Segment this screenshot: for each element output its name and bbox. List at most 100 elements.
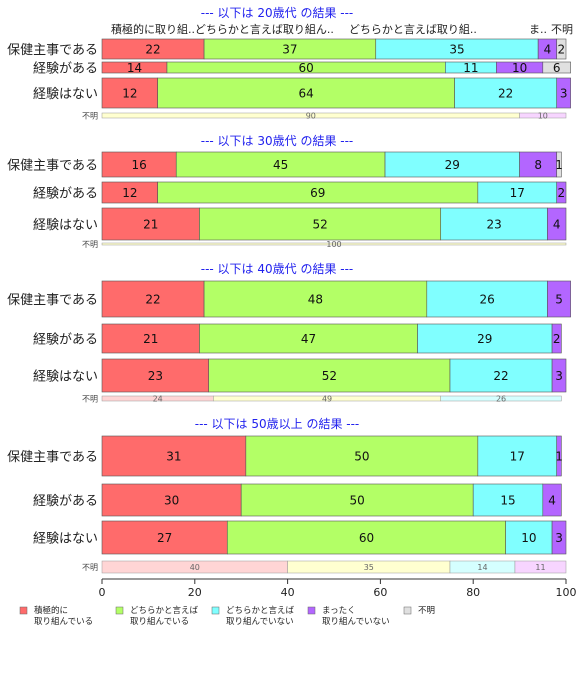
legend-swatch — [307, 606, 316, 615]
bar-segment — [551, 358, 567, 393]
bar-segment — [384, 151, 520, 178]
legend-label: 取り組んでいる — [34, 616, 93, 627]
bar-segment — [454, 77, 558, 109]
bar-segment — [417, 323, 553, 354]
bar-value-label: 1 — [555, 158, 563, 172]
legend-swatch — [115, 606, 124, 615]
bar-value-label: 23 — [486, 218, 501, 232]
bar-value-label: 2 — [558, 43, 566, 57]
bar-value-label: 27 — [157, 531, 172, 545]
bar-value-label: 22 — [493, 369, 508, 383]
bar-segment — [556, 181, 567, 204]
bar-value-label: 21 — [143, 218, 158, 232]
bar-value-label: 35 — [449, 43, 464, 57]
row-label: 保健主事である — [7, 293, 98, 308]
legend-label: 取り組んでいない — [322, 616, 390, 627]
bar-segment — [547, 280, 571, 318]
bar-value-label: 8 — [534, 158, 542, 172]
bar-segment — [556, 38, 567, 60]
x-tick-label: 20 — [188, 586, 202, 599]
bar-value-label: 29 — [445, 158, 460, 172]
fumei-label: 不明 — [82, 563, 98, 572]
fumei-value-label: 24 — [153, 395, 163, 404]
fumei-label: 不明 — [82, 112, 98, 121]
fumei-value-label: 100 — [326, 240, 341, 249]
bar-value-label: 47 — [301, 332, 316, 346]
fumei-label: 不明 — [82, 240, 98, 249]
bar-value-label: 5 — [555, 293, 563, 307]
bar-value-label: 2 — [553, 332, 561, 346]
bar-segment — [551, 323, 562, 354]
fumei-segment — [514, 560, 567, 574]
bar-value-label: 22 — [498, 87, 513, 101]
bar-segment — [245, 435, 479, 477]
x-tick-label: 0 — [99, 586, 106, 599]
fumei-value-label: 35 — [364, 563, 374, 572]
column-header: どちらかと言えば取り組.. — [349, 23, 477, 36]
bar-value-label: 3 — [560, 87, 568, 101]
row-label: 保健主事である — [7, 159, 98, 174]
bar-value-label: 50 — [350, 494, 365, 508]
x-tick-label: 80 — [466, 586, 480, 599]
bar-value-label: 52 — [312, 218, 327, 232]
bar-segment — [440, 207, 548, 241]
bar-segment — [542, 483, 562, 517]
bar-segment — [547, 207, 567, 241]
panel-title: --- 以下は 30歳代 の結果 --- — [201, 134, 354, 148]
bar-value-label: 12 — [122, 87, 137, 101]
column-header: どちらかと言えば取り組ん.. — [195, 23, 334, 36]
bar-value-label: 10 — [521, 531, 536, 545]
bar-value-label: 10 — [512, 61, 527, 75]
bar-value-label: 15 — [500, 494, 515, 508]
bar-value-label: 16 — [131, 158, 146, 172]
bar-value-label: 22 — [145, 43, 160, 57]
row-label: 保健主事である — [7, 43, 98, 58]
bar-segment — [472, 483, 544, 517]
bar-segment — [175, 151, 386, 178]
x-tick-label: 60 — [373, 586, 387, 599]
bar-value-label: 50 — [354, 450, 369, 464]
bar-segment — [199, 207, 442, 241]
row-label: 保健主事である — [7, 450, 98, 465]
bar-segment — [556, 77, 571, 109]
bar-value-label: 17 — [510, 186, 525, 200]
bar-value-label: 11 — [463, 61, 478, 75]
panel-title: --- 以下は 40歳代 の結果 --- — [201, 262, 354, 276]
bar-value-label: 21 — [143, 332, 158, 346]
legend-swatch — [19, 606, 28, 615]
bar-segment — [226, 520, 506, 555]
fumei-value-label: 40 — [190, 563, 200, 572]
bar-value-label: 60 — [359, 531, 374, 545]
bar-segment — [101, 358, 210, 393]
fumei-value-label: 11 — [535, 563, 545, 572]
bar-segment — [519, 151, 558, 178]
bar-value-label: 6 — [553, 61, 561, 75]
bar-value-label: 12 — [122, 186, 137, 200]
bar-segment — [551, 520, 567, 555]
fumei-segment — [440, 395, 562, 402]
bar-value-label: 17 — [510, 450, 525, 464]
bar-segment — [240, 483, 474, 517]
fumei-value-label: 90 — [306, 112, 316, 121]
bar-segment — [477, 435, 558, 477]
row-label: 経験はない — [33, 87, 98, 102]
panel-title: --- 以下は 20歳代 の結果 --- — [201, 6, 354, 20]
bar-segment — [101, 520, 228, 555]
bar-value-label: 30 — [164, 494, 179, 508]
bar-value-label: 45 — [273, 158, 288, 172]
bar-value-label: 4 — [548, 494, 556, 508]
bar-value-label: 26 — [479, 293, 494, 307]
bar-segment — [542, 61, 571, 74]
row-label: 経験がある — [33, 494, 98, 509]
bar-segment — [199, 323, 418, 354]
legend-swatch — [403, 606, 412, 615]
bar-segment — [101, 323, 200, 354]
fumei-value-label: 10 — [538, 112, 548, 121]
column-header: 積極的に取り組.. — [111, 22, 195, 36]
bar-value-label: 52 — [322, 369, 337, 383]
bar-value-label: 64 — [299, 87, 314, 101]
fumei-segment — [101, 242, 567, 246]
bar-segment — [556, 435, 562, 477]
bar-segment — [208, 358, 451, 393]
